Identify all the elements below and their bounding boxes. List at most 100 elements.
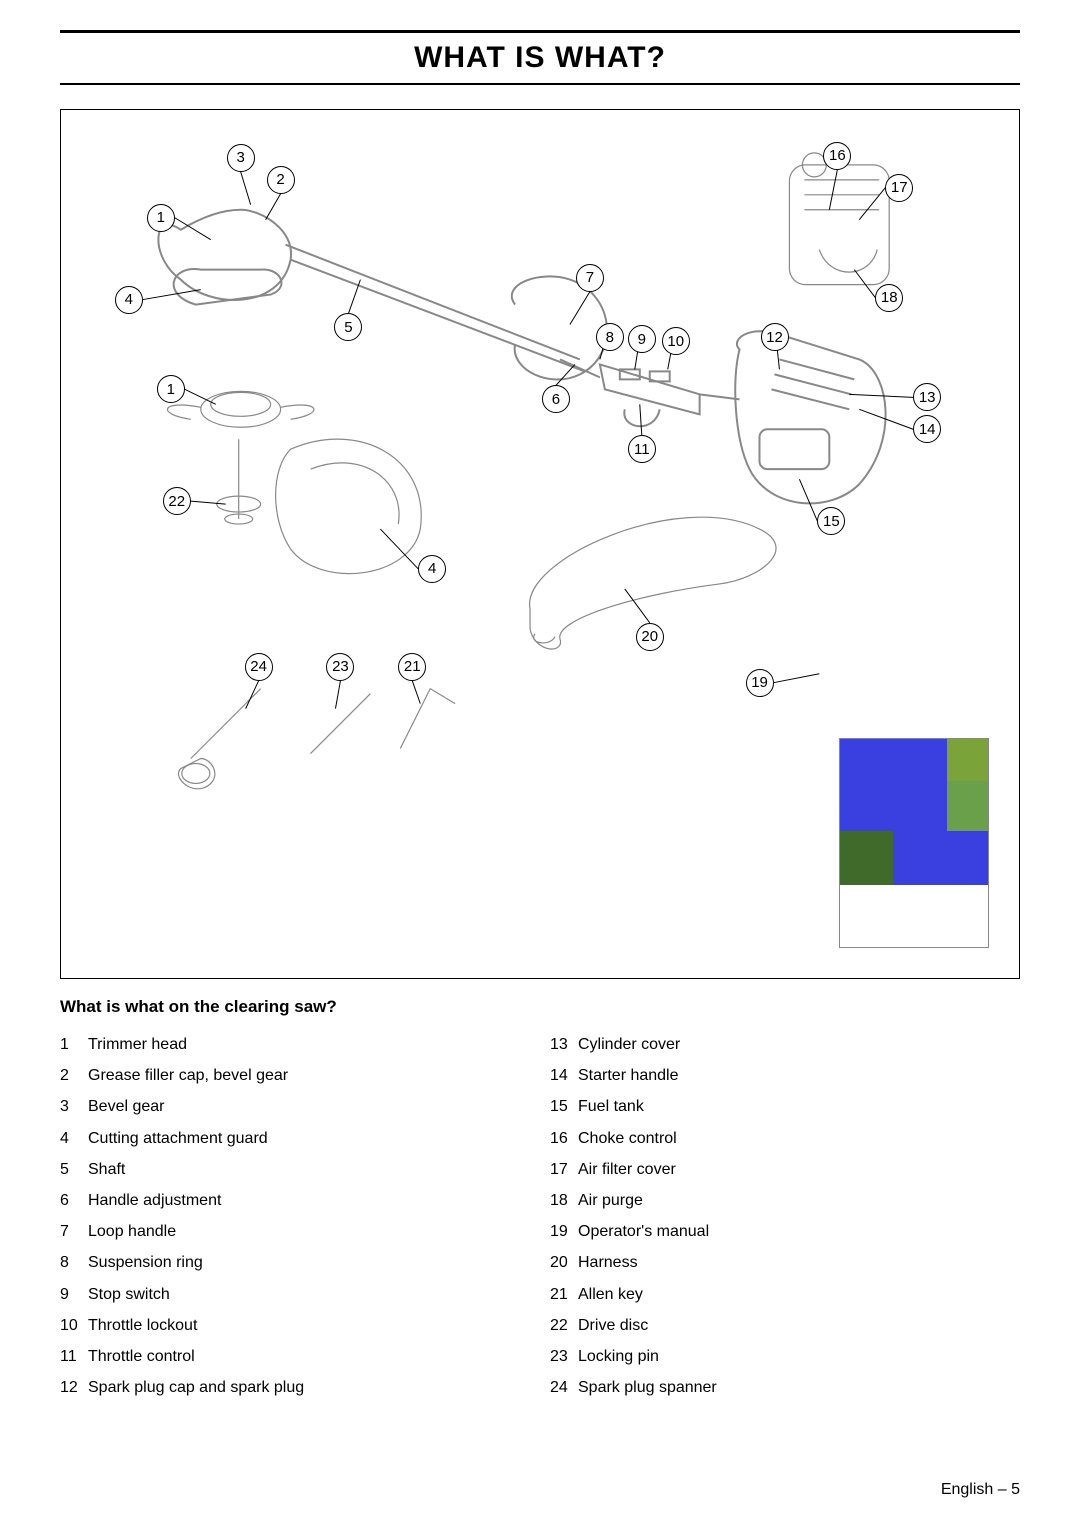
parts-row: 3Bevel gear xyxy=(60,1091,490,1122)
parts-number: 24 xyxy=(550,1372,578,1403)
parts-number: 6 xyxy=(60,1185,88,1216)
page-title: WHAT IS WHAT? xyxy=(60,41,1020,75)
parts-label: Air purge xyxy=(578,1185,643,1216)
parts-label: Drive disc xyxy=(578,1310,648,1341)
parts-row: 4Cutting attachment guard xyxy=(60,1123,490,1154)
parts-label: Locking pin xyxy=(578,1341,659,1372)
callout-3: 3 xyxy=(227,144,255,172)
manual-green-b xyxy=(947,781,988,831)
parts-number: 14 xyxy=(550,1060,578,1091)
parts-number: 22 xyxy=(550,1310,578,1341)
parts-label: Throttle control xyxy=(88,1341,195,1372)
parts-number: 21 xyxy=(550,1279,578,1310)
callout-9: 9 xyxy=(628,325,656,353)
callout-16: 16 xyxy=(823,142,851,170)
parts-row: 1Trimmer head xyxy=(60,1029,490,1060)
parts-label: Starter handle xyxy=(578,1060,679,1091)
parts-row: 11Throttle control xyxy=(60,1341,490,1372)
parts-row: 22Drive disc xyxy=(550,1310,1020,1341)
callout-24: 24 xyxy=(245,653,273,681)
callout-12: 12 xyxy=(761,323,789,351)
parts-number: 8 xyxy=(60,1247,88,1278)
callout-10: 10 xyxy=(662,327,690,355)
parts-label: Trimmer head xyxy=(88,1029,187,1060)
parts-row: 19Operator's manual xyxy=(550,1216,1020,1247)
parts-left-column: 1Trimmer head2Grease filler cap, bevel g… xyxy=(60,1029,490,1403)
parts-number: 9 xyxy=(60,1279,88,1310)
callout-19: 19 xyxy=(746,669,774,697)
parts-diagram: 3214578691012161718131411151224242321201… xyxy=(60,109,1020,979)
parts-label: Handle adjustment xyxy=(88,1185,221,1216)
parts-row: 10Throttle lockout xyxy=(60,1310,490,1341)
parts-row: 8Suspension ring xyxy=(60,1247,490,1278)
parts-row: 12Spark plug cap and spark plug xyxy=(60,1372,490,1403)
parts-number: 12 xyxy=(60,1372,88,1403)
callout-17: 17 xyxy=(885,174,913,202)
parts-label: Grease filler cap, bevel gear xyxy=(88,1060,288,1091)
parts-row: 14Starter handle xyxy=(550,1060,1020,1091)
parts-row: 23Locking pin xyxy=(550,1341,1020,1372)
parts-row: 20Harness xyxy=(550,1247,1020,1278)
manual-green-c xyxy=(840,831,893,885)
parts-row: 24Spark plug spanner xyxy=(550,1372,1020,1403)
callout-21: 21 xyxy=(398,653,426,681)
parts-number: 3 xyxy=(60,1091,88,1122)
parts-row: 6Handle adjustment xyxy=(60,1185,490,1216)
callout-22: 22 xyxy=(163,487,191,515)
callout-8: 8 xyxy=(596,323,624,351)
parts-number: 2 xyxy=(60,1060,88,1091)
callout-15: 15 xyxy=(817,507,845,535)
callout-14: 14 xyxy=(913,415,941,443)
parts-number: 11 xyxy=(60,1341,88,1372)
callout-7: 7 xyxy=(576,264,604,292)
parts-number: 4 xyxy=(60,1123,88,1154)
page-footer: English – 5 xyxy=(941,1481,1020,1499)
parts-number: 20 xyxy=(550,1247,578,1278)
callout-5: 5 xyxy=(334,313,362,341)
callout-23: 23 xyxy=(326,653,354,681)
parts-label: Loop handle xyxy=(88,1216,176,1247)
parts-label: Air filter cover xyxy=(578,1154,676,1185)
parts-row: 2Grease filler cap, bevel gear xyxy=(60,1060,490,1091)
parts-row: 18Air purge xyxy=(550,1185,1020,1216)
callout-4: 4 xyxy=(418,555,446,583)
parts-label: Cylinder cover xyxy=(578,1029,680,1060)
parts-label: Choke control xyxy=(578,1123,677,1154)
callout-4: 4 xyxy=(115,286,143,314)
manual-thumbnail xyxy=(839,738,989,948)
parts-number: 5 xyxy=(60,1154,88,1185)
parts-number: 19 xyxy=(550,1216,578,1247)
subheading: What is what on the clearing saw? xyxy=(60,997,1020,1017)
manual-blue-c xyxy=(893,831,988,885)
parts-label: Stop switch xyxy=(88,1279,170,1310)
parts-row: 16Choke control xyxy=(550,1123,1020,1154)
parts-row: 15Fuel tank xyxy=(550,1091,1020,1122)
parts-right-column: 13Cylinder cover14Starter handle15Fuel t… xyxy=(550,1029,1020,1403)
parts-list: 1Trimmer head2Grease filler cap, bevel g… xyxy=(60,1029,1020,1403)
manual-green-a xyxy=(947,739,988,781)
callout-1: 1 xyxy=(157,375,185,403)
parts-label: Spark plug cap and spark plug xyxy=(88,1372,304,1403)
parts-label: Harness xyxy=(578,1247,638,1278)
parts-number: 23 xyxy=(550,1341,578,1372)
parts-row: 7Loop handle xyxy=(60,1216,490,1247)
parts-label: Allen key xyxy=(578,1279,643,1310)
parts-label: Bevel gear xyxy=(88,1091,165,1122)
parts-number: 16 xyxy=(550,1123,578,1154)
manual-blue-b xyxy=(840,781,947,831)
parts-label: Operator's manual xyxy=(578,1216,709,1247)
callout-20: 20 xyxy=(636,623,664,651)
manual-blue-a xyxy=(840,739,947,781)
callout-6: 6 xyxy=(542,385,570,413)
parts-number: 18 xyxy=(550,1185,578,1216)
callout-13: 13 xyxy=(913,383,941,411)
parts-label: Fuel tank xyxy=(578,1091,644,1122)
parts-row: 17Air filter cover xyxy=(550,1154,1020,1185)
parts-row: 13Cylinder cover xyxy=(550,1029,1020,1060)
callout-2: 2 xyxy=(267,166,295,194)
parts-label: Throttle lockout xyxy=(88,1310,197,1341)
parts-number: 10 xyxy=(60,1310,88,1341)
parts-label: Cutting attachment guard xyxy=(88,1123,268,1154)
parts-label: Spark plug spanner xyxy=(578,1372,717,1403)
parts-row: 21Allen key xyxy=(550,1279,1020,1310)
